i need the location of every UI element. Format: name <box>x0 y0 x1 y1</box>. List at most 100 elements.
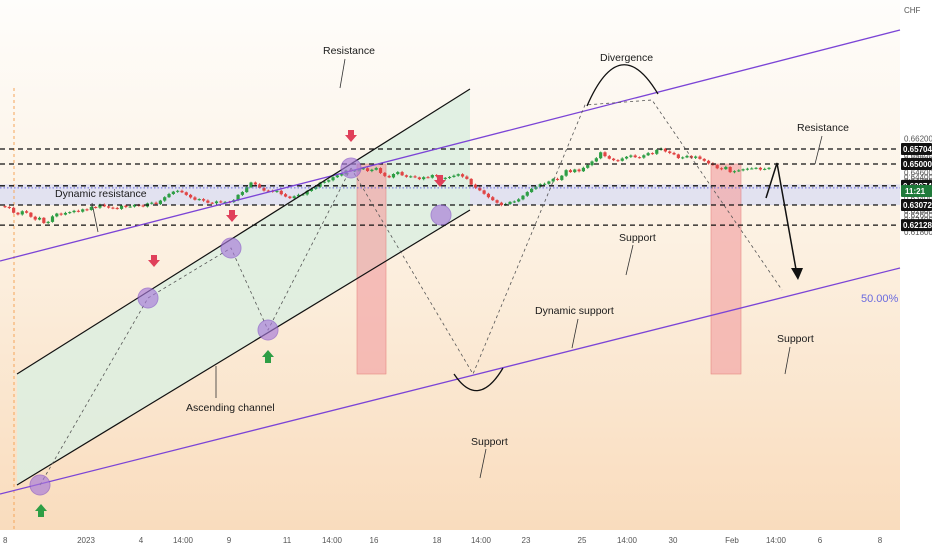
candle-body[interactable] <box>132 204 137 207</box>
candle-body[interactable] <box>365 168 370 172</box>
candle-body[interactable] <box>214 201 219 204</box>
candle-body[interactable] <box>426 177 430 179</box>
candle-body[interactable] <box>542 183 547 185</box>
candle-body[interactable] <box>650 153 655 155</box>
candle-body[interactable] <box>473 184 478 188</box>
candle-body[interactable] <box>158 200 162 205</box>
candle-body[interactable] <box>422 177 426 180</box>
candle-body[interactable] <box>111 207 115 209</box>
dynamic-resistance-line[interactable] <box>0 29 901 262</box>
candle-body[interactable] <box>521 195 525 200</box>
candle-body[interactable] <box>508 201 512 205</box>
candle-body[interactable] <box>301 194 305 196</box>
candle-body[interactable] <box>167 194 171 198</box>
candle-body[interactable] <box>3 206 7 208</box>
candle-body[interactable] <box>361 168 365 170</box>
candle-body[interactable] <box>59 213 63 215</box>
candle-body[interactable] <box>37 217 42 220</box>
candle-body[interactable] <box>119 205 124 209</box>
candle-body[interactable] <box>106 206 111 208</box>
channel-lower-line[interactable] <box>16 209 471 486</box>
candle-body[interactable] <box>63 212 68 215</box>
candle-body[interactable] <box>763 168 767 170</box>
candle-body[interactable] <box>599 152 603 159</box>
candle-body[interactable] <box>171 191 175 195</box>
candle-body[interactable] <box>240 192 245 195</box>
candle-body[interactable] <box>668 151 672 153</box>
candle-body[interactable] <box>318 182 322 187</box>
candle-body[interactable] <box>551 178 555 182</box>
candle-body[interactable] <box>495 200 499 203</box>
candle-body[interactable] <box>612 158 616 161</box>
candle-body[interactable] <box>672 152 676 155</box>
candle-body[interactable] <box>750 168 754 170</box>
candle-body[interactable] <box>694 156 698 158</box>
candle-body[interactable] <box>150 202 154 204</box>
candle-body[interactable] <box>102 204 106 207</box>
candle-body[interactable] <box>767 167 771 169</box>
candle-body[interactable] <box>486 193 491 198</box>
candle-body[interactable] <box>465 176 469 179</box>
candle-body[interactable] <box>210 202 214 204</box>
touch-point-circle[interactable] <box>430 204 452 226</box>
candle-body[interactable] <box>68 212 72 214</box>
candle-body[interactable] <box>46 221 50 223</box>
candle-body[interactable] <box>331 177 335 181</box>
touch-point-circle[interactable] <box>220 237 242 259</box>
candle-body[interactable] <box>676 154 680 159</box>
candle-body[interactable] <box>430 175 434 178</box>
candle-body[interactable] <box>469 178 473 185</box>
candle-body[interactable] <box>253 182 257 185</box>
candle-body[interactable] <box>547 181 551 184</box>
candle-body[interactable] <box>447 176 452 178</box>
candle-body[interactable] <box>180 190 184 193</box>
candle-body[interactable] <box>7 206 11 208</box>
candle-body[interactable] <box>478 187 482 191</box>
candle-body[interactable] <box>737 170 741 172</box>
candle-body[interactable] <box>435 175 439 177</box>
candle-body[interactable] <box>391 174 396 178</box>
candle-body[interactable] <box>81 209 85 212</box>
candle-body[interactable] <box>443 177 447 179</box>
candle-body[interactable] <box>124 205 128 207</box>
candle-body[interactable] <box>642 155 646 158</box>
dynamic-support-line[interactable] <box>0 267 901 495</box>
candle-body[interactable] <box>223 201 227 203</box>
channel-upper-line[interactable] <box>16 88 471 375</box>
candle-body[interactable] <box>637 157 642 159</box>
candle-body[interactable] <box>42 217 46 223</box>
candle-body[interactable] <box>491 197 495 201</box>
candle-body[interactable] <box>603 152 607 157</box>
candle-body[interactable] <box>706 160 711 164</box>
candle-body[interactable] <box>374 168 378 170</box>
candle-body[interactable] <box>646 153 650 156</box>
candle-body[interactable] <box>724 166 728 170</box>
candle-body[interactable] <box>296 194 301 197</box>
candle-body[interactable] <box>573 169 577 173</box>
candle-body[interactable] <box>754 167 758 169</box>
candle-body[interactable] <box>452 175 456 177</box>
candle-body[interactable] <box>629 155 633 157</box>
touch-point-circle[interactable] <box>340 157 362 179</box>
candle-body[interactable] <box>383 172 387 176</box>
candle-body[interactable] <box>163 197 167 201</box>
candle-body[interactable] <box>745 168 750 170</box>
candle-body[interactable] <box>741 169 745 171</box>
candle-body[interactable] <box>529 188 534 193</box>
candle-body[interactable] <box>98 204 102 208</box>
candle-body[interactable] <box>288 196 292 199</box>
candle-body[interactable] <box>89 206 93 210</box>
candle-body[interactable] <box>12 207 16 213</box>
candle-body[interactable] <box>378 168 383 173</box>
candle-body[interactable] <box>197 199 201 201</box>
candle-body[interactable] <box>309 188 314 192</box>
touch-point-circle[interactable] <box>137 287 159 309</box>
candle-body[interactable] <box>681 157 685 159</box>
touch-point-circle[interactable] <box>257 319 279 341</box>
candle-body[interactable] <box>141 205 145 207</box>
candle-body[interactable] <box>292 196 296 199</box>
candle-body[interactable] <box>564 170 568 176</box>
candle-body[interactable] <box>279 190 283 195</box>
candle-body[interactable] <box>413 176 417 178</box>
